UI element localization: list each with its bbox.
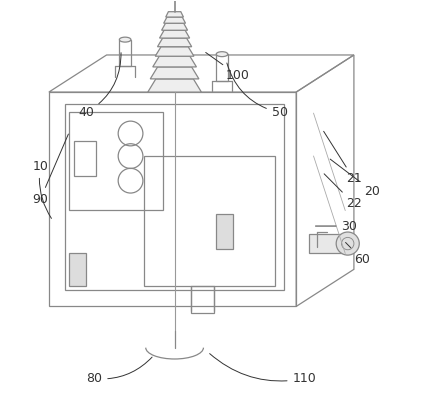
Polygon shape (164, 17, 186, 23)
Polygon shape (162, 23, 187, 30)
Text: 100: 100 (206, 52, 250, 82)
Bar (69, 253, 86, 286)
Ellipse shape (216, 52, 228, 56)
Polygon shape (166, 12, 183, 17)
Text: 50: 50 (227, 63, 288, 119)
Bar (216, 214, 233, 249)
Text: 21: 21 (324, 131, 361, 185)
Ellipse shape (119, 37, 131, 42)
Text: 70: 70 (0, 414, 1, 415)
Bar (216, 54, 228, 81)
Polygon shape (150, 67, 199, 79)
Text: 30: 30 (316, 220, 357, 232)
Bar (309, 234, 344, 253)
Bar (191, 286, 214, 312)
Bar (65, 105, 284, 290)
Bar (69, 112, 163, 210)
Text: 80: 80 (86, 357, 152, 385)
Text: 10: 10 (32, 160, 52, 218)
Text: 20: 20 (330, 159, 380, 198)
Text: 110: 110 (210, 354, 316, 385)
Text: 22: 22 (324, 174, 361, 210)
Text: 60: 60 (345, 242, 370, 266)
Polygon shape (158, 38, 192, 47)
Polygon shape (159, 30, 190, 38)
Text: 40: 40 (78, 53, 121, 119)
Bar (144, 156, 275, 286)
Bar (49, 92, 296, 306)
Polygon shape (148, 79, 202, 92)
Text: 90: 90 (32, 134, 68, 206)
Circle shape (336, 232, 359, 255)
Polygon shape (155, 47, 194, 56)
Bar (119, 39, 131, 66)
Bar (74, 141, 96, 176)
Polygon shape (153, 56, 196, 67)
